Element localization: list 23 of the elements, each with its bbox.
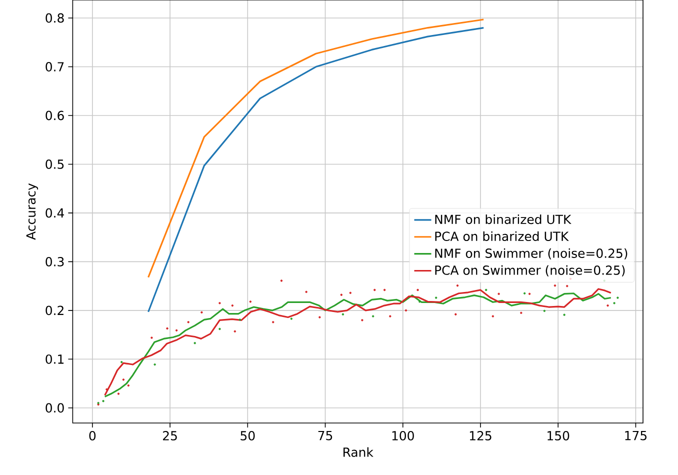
x-tick-label: 50	[240, 431, 255, 440]
y-tick-label: 0.4	[46, 208, 64, 218]
y-tick-label: 0.6	[46, 110, 64, 120]
x-tick-label: 75	[318, 431, 332, 440]
y-tick-label: 0.7	[46, 62, 64, 72]
y-tick-label: 0.3	[46, 256, 64, 266]
y-tick-label: 0.5	[46, 160, 64, 169]
y-tick-label: 0.8	[46, 13, 64, 23]
x-tick-label: 0	[89, 431, 96, 440]
legend-label: NMF on binarized UTK	[435, 214, 572, 224]
y-tick-label: 0.1	[46, 354, 64, 364]
x-tick-label: 150	[548, 431, 570, 440]
y-axis-title: Accuracy	[26, 183, 38, 240]
y-tick-label: 0.0	[46, 403, 64, 413]
x-axis-title: Rank	[344, 447, 374, 457]
legend-label: NMF on Swimmer (noise=0.25)	[435, 248, 628, 260]
legend-label: PCA on Swimmer (noise=0.25)	[435, 265, 625, 276]
x-tick-label: 25	[163, 431, 177, 440]
legend-label: PCA on binarized UTK	[435, 231, 569, 242]
x-tick-label: 175	[625, 431, 646, 440]
x-tick-label: 100	[392, 431, 414, 440]
y-tick-label: 0.2	[46, 306, 64, 316]
x-tick-label: 125	[470, 431, 492, 440]
